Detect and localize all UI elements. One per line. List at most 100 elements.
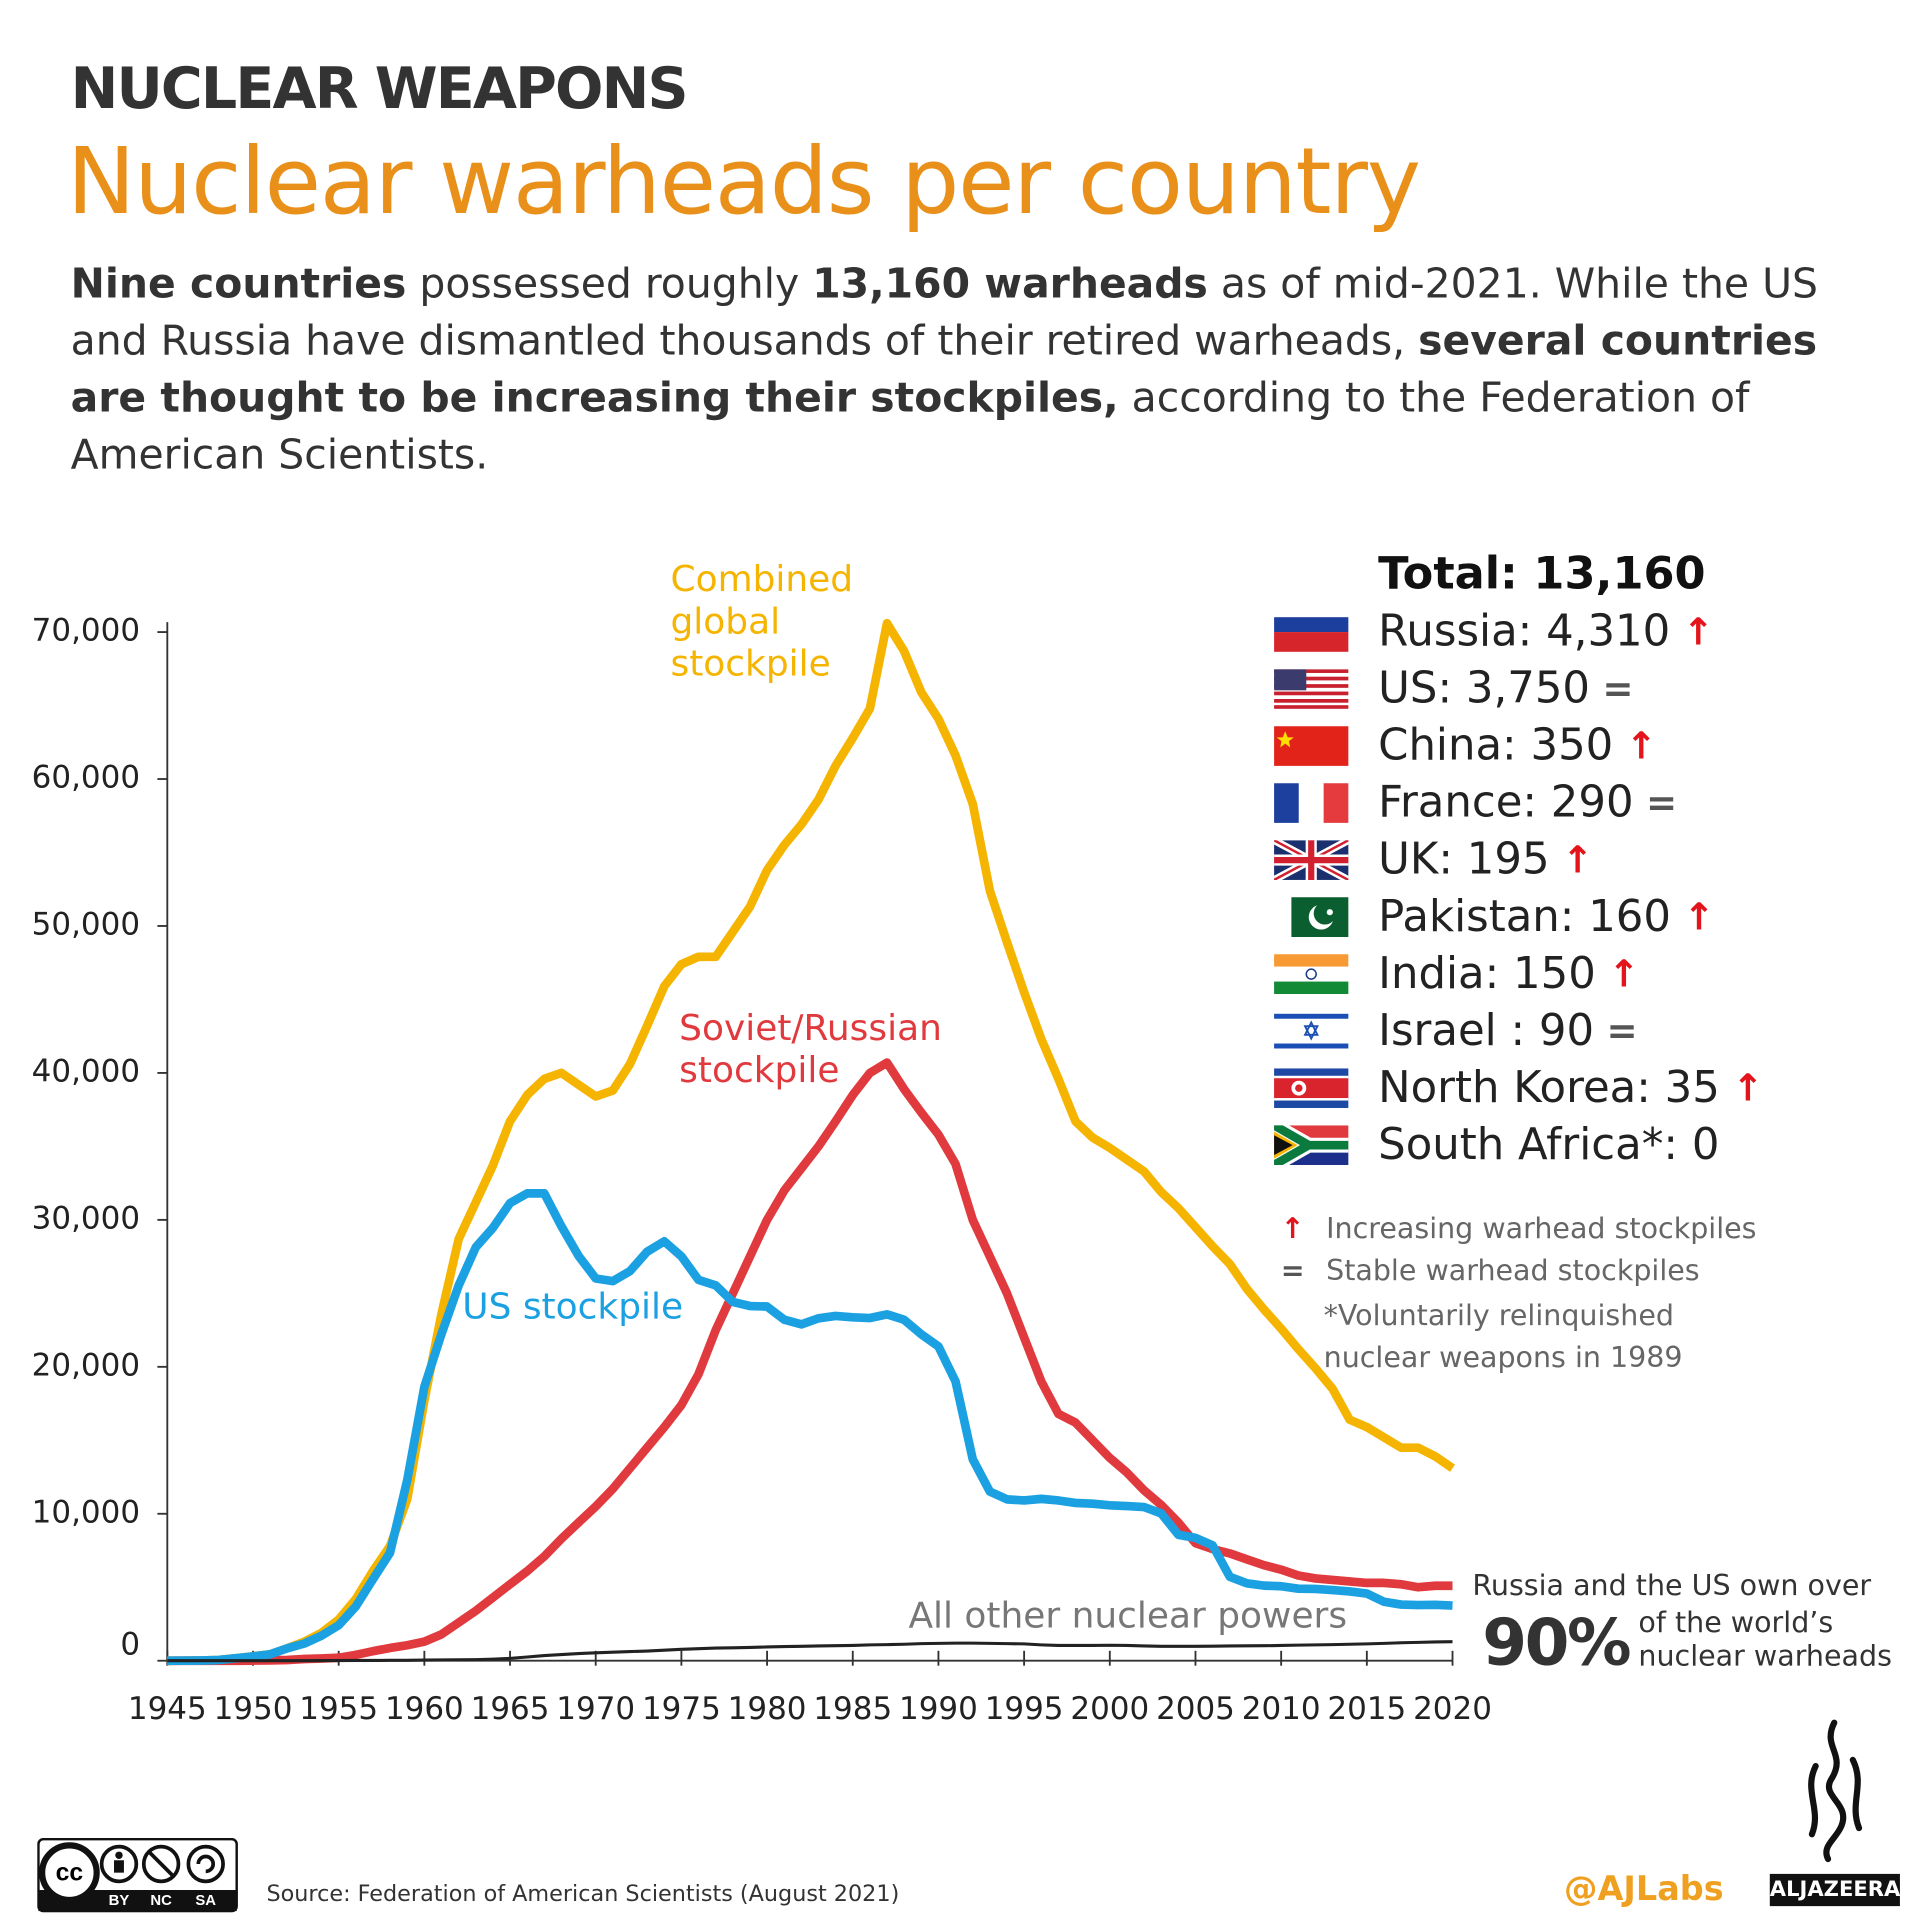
x-tick-label: 1950 [214,1691,293,1727]
description-segment: Nine countries [70,259,407,308]
series-line [167,618,1455,1666]
x-tick-label: 1965 [471,1691,550,1727]
handle: @AJLabs [1564,1870,1724,1909]
series-line [167,1640,1453,1663]
key-note: *Voluntarily relinquished nuclear weapon… [1323,1300,1683,1375]
flag [1274,840,1349,880]
trend: ↑ [1608,952,1640,996]
x-tick-label: 1975 [642,1691,721,1727]
trend: ↑ [1732,1066,1764,1110]
title: Nuclear warheads per country [66,128,1421,236]
description-segment: several countries are thought to be incr… [70,316,1818,422]
country-label: South Africa*: 0 [1378,1120,1720,1170]
license-text: SA [195,1893,216,1909]
trend: = [1645,781,1678,825]
description-segment: according to the Federation of American … [70,373,1750,479]
x-tick-label: 1980 [728,1691,807,1727]
country-row: India: 150 ↑ [1274,946,1639,1003]
y-tick-label: 0 [120,1626,140,1662]
description-segment: as of mid-2021. While the US and Russia … [70,259,1818,365]
x-tick-label: 2005 [1156,1691,1235,1727]
trend: = [1602,667,1634,711]
flag [1274,669,1349,709]
flag [1274,783,1349,823]
flag [1274,612,1349,652]
logo-mark [1808,1719,1863,1863]
country-label: North Korea: 35 [1378,1063,1720,1113]
country-label: US: 3,750 [1378,664,1591,714]
trend: = [1606,1009,1638,1053]
country-row: North Korea: 35 ↑ [1274,1060,1763,1117]
x-tick-label: 1995 [985,1691,1064,1727]
x-tick-label: 1960 [385,1691,464,1727]
license-text: BY [109,1893,130,1909]
y-tick-label: 30,000 [32,1200,140,1236]
series-label: Soviet/Russian stockpile [679,1006,942,1091]
trend: ↑ [1683,895,1715,939]
key-label: Stable warhead stockpiles [1326,1255,1700,1288]
flag [1274,1068,1349,1108]
country-label: India: 150 [1378,949,1596,999]
y-tick-label: 70,000 [32,613,140,649]
y-tick-label: 50,000 [32,906,140,942]
license-text: cc [56,1859,84,1886]
country-label: UK: 195 [1378,835,1550,885]
key-item: ↑ Increasing warhead stockpiles [1277,1213,1757,1245]
x-tick-label: 1985 [813,1691,892,1727]
brand: ALJAZEERA [1769,1873,1900,1907]
license-badge: cc BY NC SA [37,1837,238,1913]
annotation: of the world’s [1638,1607,1834,1640]
trend: ↑ [1625,724,1657,768]
country-label: China: 350 [1378,721,1614,771]
country-row: Pakistan: 160 ↑ [1274,889,1715,946]
country-label: Russia: 4,310 [1378,607,1671,657]
country-row: US: 3,750 = [1274,661,1634,718]
x-tick-label: 2020 [1413,1691,1492,1727]
flag [1274,726,1349,766]
country-row: South Africa*: 0 [1274,1117,1719,1174]
x-tick-label: 2000 [1070,1691,1149,1727]
trend: ↑ [1561,838,1594,882]
flag [1274,1011,1349,1051]
y-tick-label: 20,000 [32,1347,140,1383]
y-tick-label: 60,000 [32,760,140,796]
y-tick-label: 10,000 [32,1494,140,1530]
key-icon: ↑ [1280,1213,1305,1246]
country-row: France: 290 = [1274,775,1677,832]
source: Source: Federation of American Scientist… [266,1881,900,1908]
country-label: Pakistan: 160 [1378,892,1672,942]
y-tick-label: 40,000 [32,1053,140,1089]
country-row: UK: 195 ↑ [1274,832,1593,889]
country-row: China: 350 ↑ [1274,718,1657,775]
description-segment: 13,160 warheads [812,259,1208,308]
series-line [167,1189,1453,1666]
country-row: Russia: 4,310 ↑ [1274,604,1714,661]
key-icon: = [1280,1255,1305,1288]
x-tick-label: 2015 [1327,1691,1406,1727]
flag [1274,1125,1349,1165]
flag [1291,897,1349,937]
country-label: Israel : 90 [1378,1006,1595,1056]
annotation-share: 90% [1482,1606,1631,1681]
kicker: NUCLEAR WEAPONS [70,54,689,122]
x-tick-label: 1955 [299,1691,378,1727]
series-line [167,1058,1453,1666]
key-label: Increasing warhead stockpiles [1326,1213,1757,1246]
license-text: NC [150,1893,172,1909]
annotation: nuclear warheads [1638,1640,1892,1674]
description: Nine countries possessed roughly 13,160 … [71,255,1880,483]
description-segment: possessed roughly [406,259,813,308]
x-tick-label: 1945 [128,1691,207,1727]
series-label: All other nuclear powers [908,1593,1348,1636]
total: Total: 13,160 [1378,549,1706,600]
trend: ↑ [1682,610,1714,654]
key-item: = Stable warhead stockpiles [1277,1255,1700,1287]
x-tick-label: 1990 [899,1691,978,1727]
series-label: Combined global stockpile [670,557,854,685]
country-row: Israel : 90 = [1274,1003,1638,1060]
x-tick-label: 1970 [556,1691,635,1727]
flag [1274,954,1349,994]
